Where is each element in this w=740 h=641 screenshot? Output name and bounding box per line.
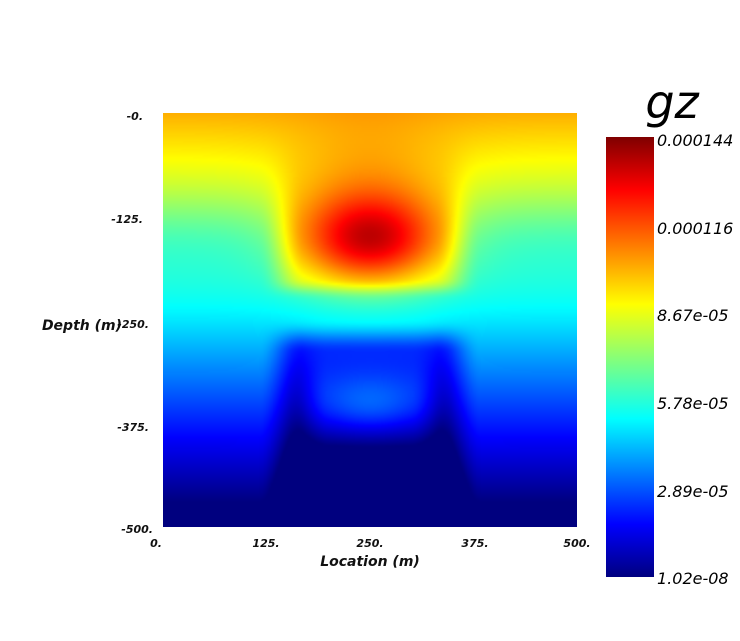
colorbar-label: 0.000144	[657, 131, 733, 150]
colorbar-label: 2.89e-05	[657, 482, 729, 501]
colorbar-label: 1.02e-08	[657, 569, 729, 588]
colorbar-label: 8.67e-05	[657, 306, 729, 325]
y-tick-label: -250.	[117, 318, 149, 331]
colorbar-title: gz	[645, 75, 699, 129]
colorbar-label: 0.000116	[657, 219, 733, 238]
y-tick-label: -0.	[127, 110, 143, 123]
x-axis-title: Location (m)	[320, 554, 420, 570]
y-tick-label: -375.	[117, 421, 149, 434]
y-tick-label: -125.	[111, 213, 143, 226]
x-tick-label: 0.	[150, 537, 162, 550]
colorbar-label: 5.78e-05	[657, 394, 729, 413]
colorbar	[606, 137, 654, 577]
x-tick-label: 375.	[461, 537, 488, 550]
y-axis-title: Depth (m)	[42, 318, 122, 334]
x-tick-label: 500.	[563, 537, 590, 550]
x-tick-label: 250.	[356, 537, 383, 550]
heatmap-image	[163, 113, 577, 527]
x-tick-label: 125.	[252, 537, 279, 550]
y-tick-label: -500.	[121, 523, 153, 536]
